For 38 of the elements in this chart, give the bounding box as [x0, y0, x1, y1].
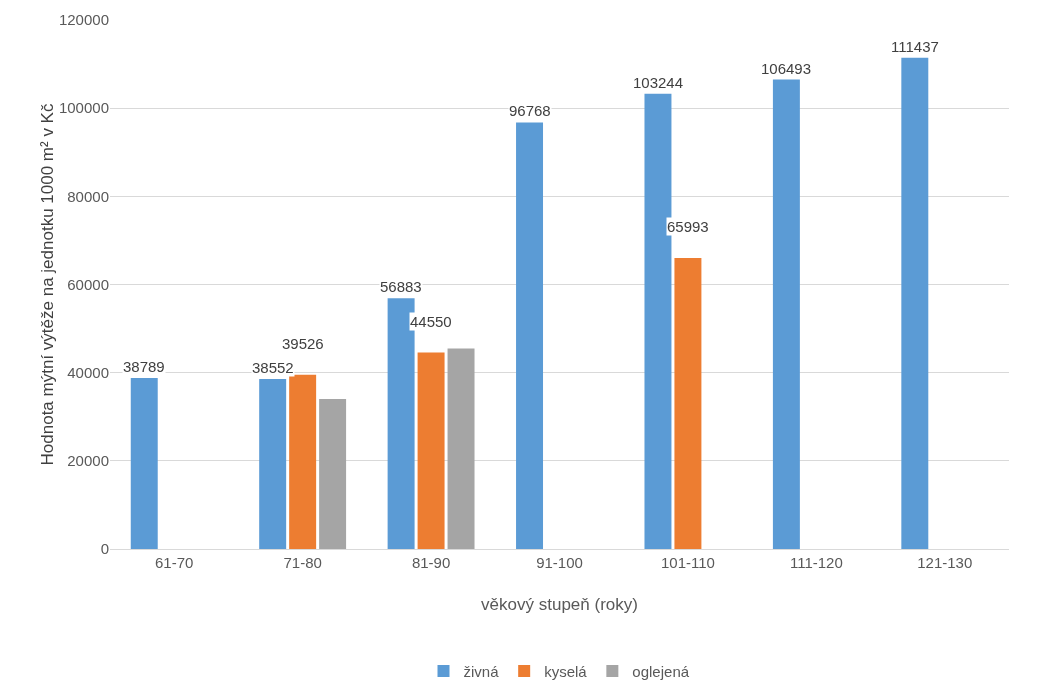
x-tick-label: 91-100	[536, 554, 583, 571]
bar	[901, 57, 929, 549]
y-tick-label: 60000	[67, 275, 109, 293]
data-label: 44550	[410, 313, 452, 330]
data-label: 106493	[761, 60, 812, 77]
y-tick-label: 40000	[67, 363, 109, 381]
y-tick-label: 20000	[67, 452, 109, 470]
bar	[772, 79, 800, 549]
bar	[130, 378, 158, 549]
y-tick-label: 0	[100, 540, 109, 558]
y-tick-label: 100000	[58, 99, 109, 117]
bar	[417, 352, 445, 549]
bar	[516, 122, 544, 549]
x-tick-label: 121-130	[917, 554, 973, 571]
bar	[319, 399, 347, 549]
legend-label: živná	[463, 662, 500, 680]
data-label: 103244	[633, 74, 684, 91]
bar	[674, 258, 702, 549]
x-tick-label: 71-80	[283, 554, 322, 571]
x-tick-label: 81-90	[411, 554, 451, 571]
data-label: 65993	[667, 218, 709, 235]
y-axis-title: Hodnota mýtní výtěže na jednotku 1000 m² v Kč	[37, 103, 57, 466]
x-tick-label: 101-110	[660, 554, 715, 571]
x-tick-label: 61-70	[155, 554, 194, 571]
data-label: 39526	[282, 335, 324, 352]
data-label: 111437	[891, 38, 939, 55]
data-label: 96768	[509, 102, 551, 119]
data-label: 56883	[380, 278, 422, 295]
bar	[289, 374, 317, 549]
data-label: 38789	[123, 358, 165, 375]
bar	[447, 348, 475, 549]
x-axis-title: věkový stupeň (roky)	[481, 595, 638, 614]
y-tick-label: 80000	[67, 187, 109, 205]
legend-label: oglejená	[632, 662, 690, 680]
y-tick-label: 120000	[58, 11, 109, 29]
x-tick-label: 111-120	[789, 554, 843, 571]
data-label: 38552	[252, 359, 294, 376]
legend-label: kyselá	[544, 662, 588, 680]
